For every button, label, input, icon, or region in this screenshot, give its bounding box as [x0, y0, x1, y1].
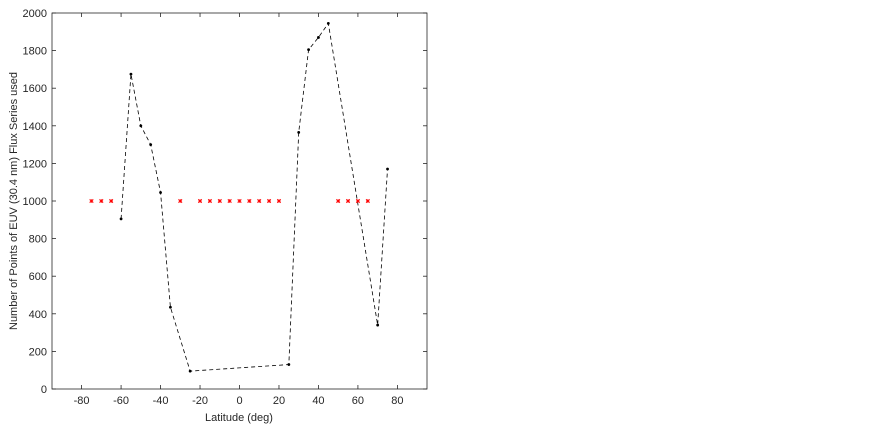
data-point: [267, 198, 272, 204]
star-stroke: [217, 198, 222, 204]
star-stroke: [99, 198, 104, 204]
y-tick-label: 600: [29, 271, 47, 283]
y-tick-label: 200: [29, 346, 47, 358]
data-point: [345, 198, 351, 204]
x-tick-label: 0: [236, 395, 242, 407]
data-point: [386, 167, 389, 171]
data-point: [139, 124, 143, 128]
y-tick-label: 1800: [23, 46, 47, 58]
data-point: [89, 198, 94, 204]
data-point: [99, 198, 104, 204]
star-stroke: [197, 198, 203, 204]
y-tick-label: 2000: [23, 8, 47, 20]
star-stroke: [267, 198, 272, 204]
star-stroke: [237, 198, 242, 204]
data-point: [159, 191, 162, 194]
data-point: [169, 305, 172, 309]
data-point: [297, 130, 301, 134]
data-point: [376, 323, 380, 327]
y-tick-label: 1000: [23, 196, 47, 208]
y-tick-label: 0: [41, 384, 47, 396]
data-point: [109, 198, 114, 204]
star-stroke: [345, 198, 351, 204]
star-stroke: [227, 198, 232, 204]
data-point: [188, 369, 192, 373]
data-point: [307, 48, 310, 52]
y-axis-label: Number of Points of EUV (30.4 nm) Flux S…: [8, 72, 20, 330]
y-tick-label: 400: [29, 309, 47, 321]
x-tick-label: -60: [113, 395, 129, 407]
data-point: [207, 198, 212, 204]
series-line: [120, 22, 388, 372]
data-point: [119, 217, 123, 221]
data-point: [197, 198, 203, 204]
y-tick-label: 1400: [23, 121, 47, 133]
x-tick-label: -40: [153, 395, 169, 407]
x-tick-label: 40: [312, 395, 324, 407]
y-tick-label: 1200: [23, 158, 47, 170]
data-point: [129, 72, 133, 76]
x-tick-label: 60: [352, 395, 364, 407]
data-point: [227, 198, 232, 204]
data-point: [178, 198, 183, 204]
data-point: [149, 143, 153, 147]
x-tick-label: 20: [273, 395, 285, 407]
data-point: [287, 363, 291, 366]
data-point: [317, 36, 320, 39]
star-stroke: [89, 198, 94, 204]
data-point: [237, 198, 242, 204]
data-point: [257, 198, 262, 204]
y-tick-label: 1600: [23, 83, 47, 95]
data-point: [217, 198, 222, 204]
data-point: [365, 198, 370, 204]
star-stroke: [257, 198, 262, 204]
star-stroke: [109, 198, 114, 204]
data-point: [247, 198, 252, 204]
x-tick-label: 80: [391, 395, 403, 407]
y-tick-label: 800: [29, 234, 47, 246]
x-tick-label: -20: [192, 395, 208, 407]
x-axis-label: Latitude (deg): [205, 412, 273, 424]
star-stroke: [178, 198, 183, 204]
data-point: [276, 198, 282, 204]
star-stroke: [355, 198, 361, 204]
data-point: [326, 21, 330, 25]
star-stroke: [365, 198, 370, 204]
x-tick-label: -80: [74, 395, 90, 407]
star-stroke: [276, 198, 282, 204]
star-stroke: [247, 198, 252, 204]
star-stroke: [207, 198, 212, 204]
data-point: [355, 198, 361, 204]
star-stroke: [336, 198, 341, 204]
data-point: [336, 198, 341, 204]
